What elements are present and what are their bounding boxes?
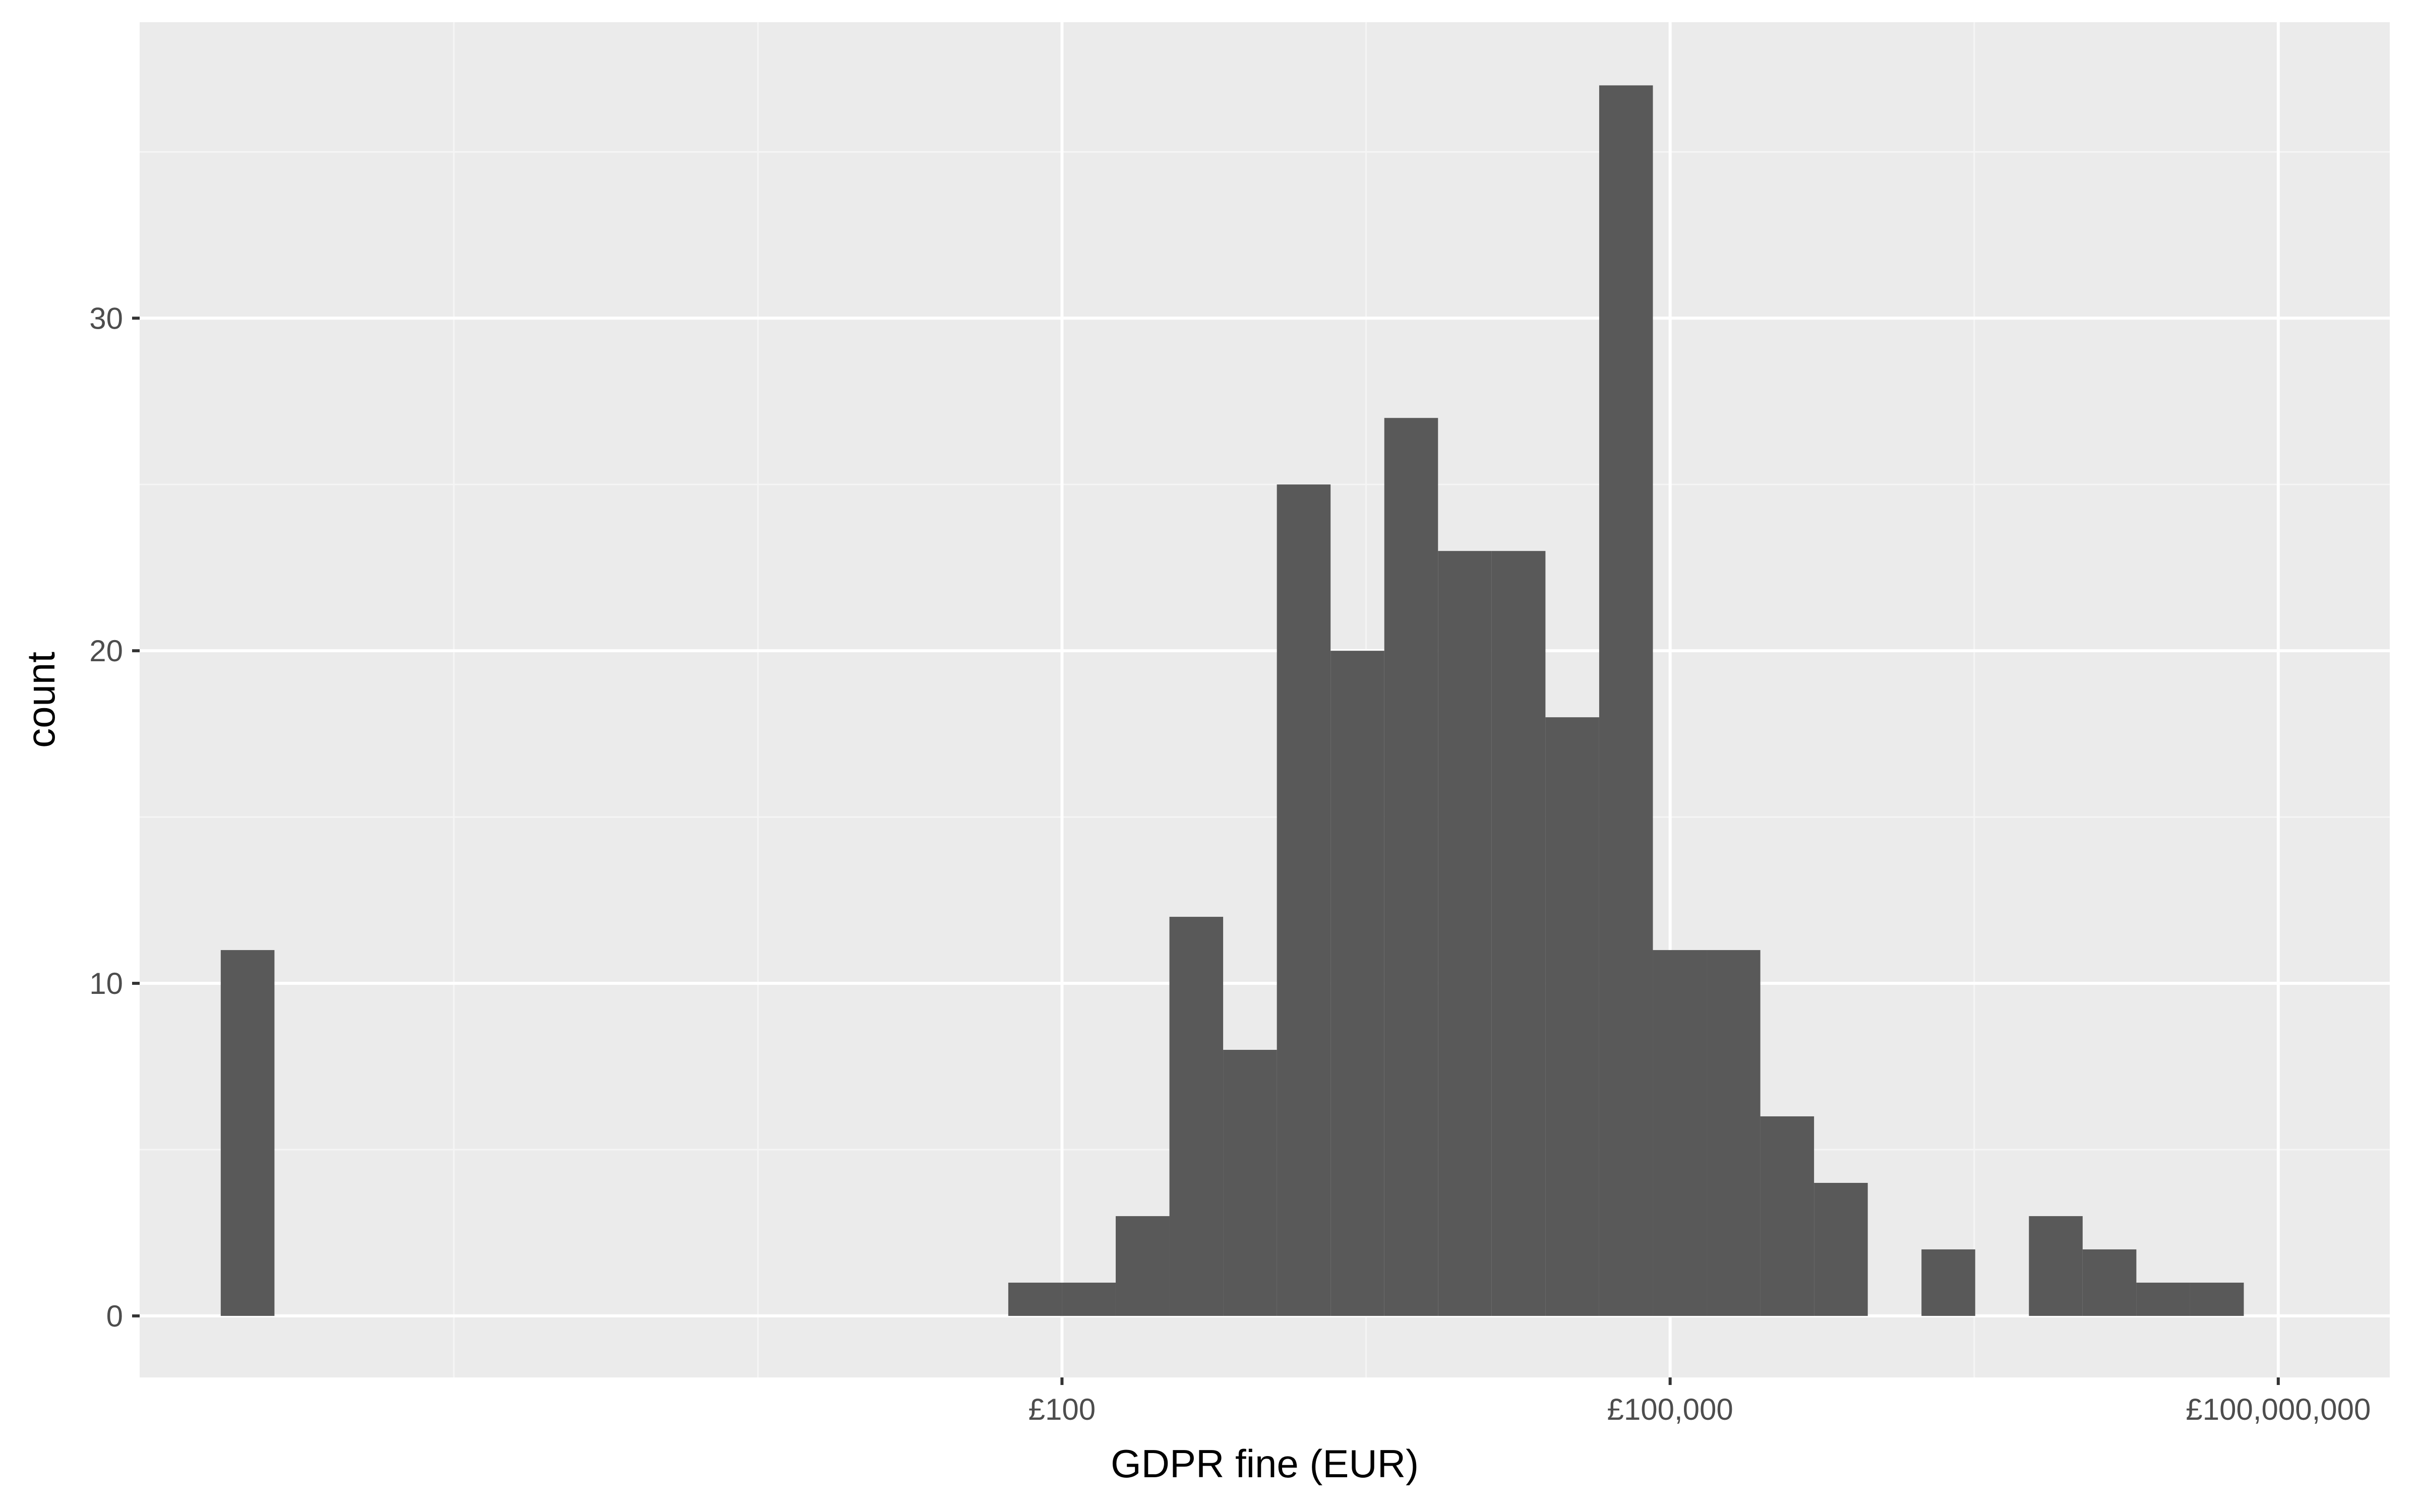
histogram-bar	[1223, 1050, 1277, 1316]
histogram-bar	[220, 950, 275, 1316]
histogram-bar	[1814, 1182, 1868, 1316]
y-tick-label: 20	[89, 634, 123, 668]
histogram-bars	[220, 85, 2244, 1316]
y-tick-label: 10	[89, 967, 123, 1000]
histogram-bar	[1008, 1282, 1062, 1316]
histogram-bar	[1545, 717, 1599, 1316]
histogram-bar	[1169, 917, 1224, 1316]
histogram-bar	[2029, 1216, 2083, 1316]
y-axis: 0 10 20 30	[89, 301, 140, 1333]
y-axis-title: count	[19, 652, 63, 748]
x-axis: £100 £100,000 £100,000,000	[1028, 1377, 2371, 1426]
histogram-bar	[2190, 1282, 2244, 1316]
x-axis-title: GDPR fine (EUR)	[1111, 1441, 1419, 1486]
histogram-bar	[1330, 651, 1384, 1316]
histogram-bar	[1599, 85, 1653, 1316]
histogram-bar	[1707, 950, 1761, 1316]
x-tick-label: £100	[1028, 1393, 1096, 1426]
histogram-bar	[1653, 950, 1707, 1316]
histogram-bar	[1760, 1116, 1814, 1316]
histogram-bar	[1921, 1249, 1975, 1316]
y-tick-label: 30	[89, 301, 123, 335]
histogram-bar	[1115, 1216, 1170, 1316]
x-tick-label: £100,000	[1607, 1393, 1733, 1426]
histogram-bar	[1438, 551, 1492, 1316]
histogram-bar	[1062, 1282, 1116, 1316]
histogram-bar	[1277, 484, 1331, 1316]
histogram-bar	[1491, 551, 1546, 1316]
histogram-bar	[2136, 1282, 2190, 1316]
y-tick-label: 0	[106, 1299, 123, 1333]
histogram-bar	[2082, 1249, 2137, 1316]
histogram-bar	[1384, 418, 1438, 1316]
x-tick-label: £100,000,000	[2186, 1393, 2371, 1426]
